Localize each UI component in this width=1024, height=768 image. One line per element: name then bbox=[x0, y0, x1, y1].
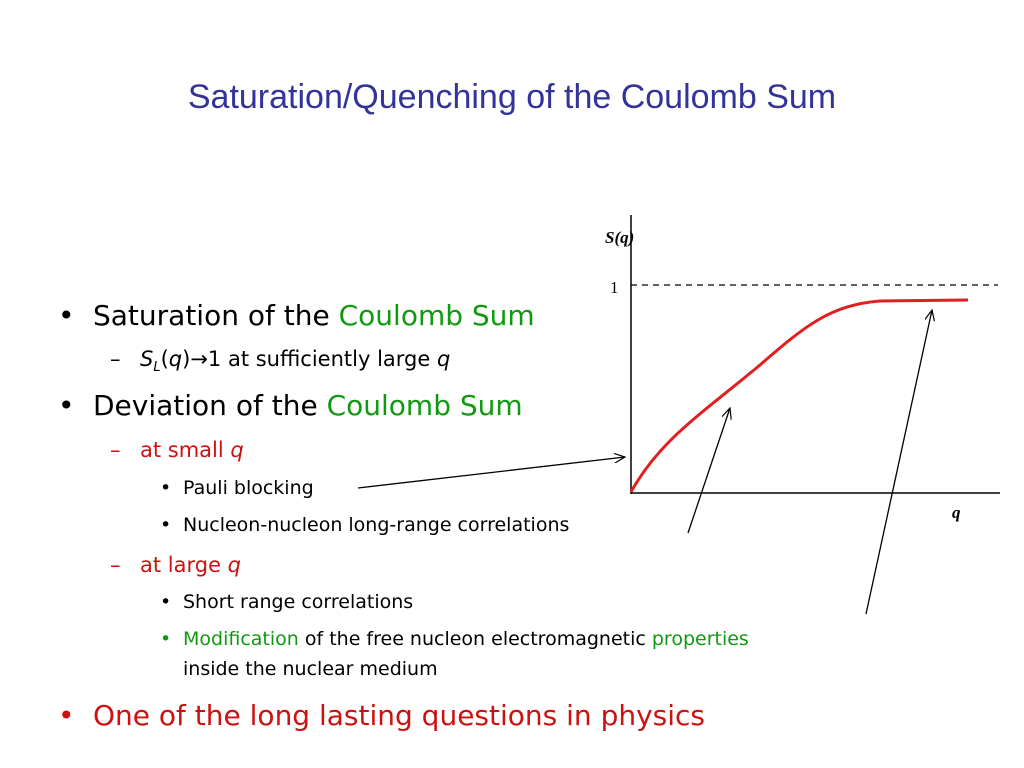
bullet-text: at large q bbox=[140, 555, 241, 576]
arrow bbox=[865, 310, 932, 615]
bullet-text: Deviation of the Coulomb Sum bbox=[93, 392, 523, 420]
bullet: • bbox=[58, 699, 75, 732]
arrow bbox=[357, 457, 625, 489]
text: S bbox=[140, 347, 154, 371]
text: of the free nucleon electromagnetic bbox=[298, 628, 652, 650]
text: q bbox=[227, 553, 242, 577]
bullet: • bbox=[160, 591, 172, 613]
text: q bbox=[436, 347, 451, 371]
bullet-text: Modification of the free nucleon electro… bbox=[183, 630, 749, 649]
text: L bbox=[153, 360, 161, 376]
bullet: • bbox=[160, 477, 172, 499]
text: q bbox=[168, 347, 183, 371]
text: Modification bbox=[183, 628, 299, 650]
bullet: • bbox=[160, 628, 172, 650]
curve bbox=[629, 298, 969, 493]
text: at large bbox=[140, 553, 228, 577]
bullet: • bbox=[58, 299, 75, 332]
arrow bbox=[687, 408, 730, 534]
dash: – bbox=[110, 347, 121, 371]
text: at small bbox=[140, 438, 231, 462]
text: Deviation of the bbox=[93, 389, 327, 422]
text: )→1 at sufficiently large bbox=[182, 347, 437, 371]
bullet: • bbox=[58, 389, 75, 422]
text: Saturation of the bbox=[93, 299, 339, 332]
y-label: S(q) bbox=[605, 228, 634, 247]
dash: – bbox=[110, 438, 121, 462]
text: properties bbox=[651, 628, 749, 650]
bullet-text: inside the nuclear medium bbox=[183, 658, 438, 680]
dash: – bbox=[110, 553, 121, 577]
reference-label: 1 bbox=[610, 278, 619, 297]
text: Coulomb Sum bbox=[338, 299, 535, 332]
bullet-text: at small q bbox=[140, 440, 244, 461]
text: Coulomb Sum bbox=[326, 389, 523, 422]
text: q bbox=[230, 438, 244, 462]
bullet-text: Nucleon-nucleon long-range correlations bbox=[183, 514, 570, 536]
bullet-text: Short range correlations bbox=[183, 591, 414, 613]
bullet-text: One of the long lasting questions in phy… bbox=[93, 699, 706, 732]
bullet-text: Saturation of the Coulomb Sum bbox=[93, 302, 535, 330]
slide-title: Saturation/Quenching of the Coulomb Sum bbox=[187, 78, 837, 116]
bullet-text: SL(q)→1 at sufficiently large q bbox=[140, 347, 451, 376]
text: ( bbox=[160, 347, 169, 371]
x-label: q bbox=[952, 503, 961, 522]
bullet-text: Pauli blocking bbox=[183, 477, 314, 499]
bullet: • bbox=[160, 514, 172, 536]
